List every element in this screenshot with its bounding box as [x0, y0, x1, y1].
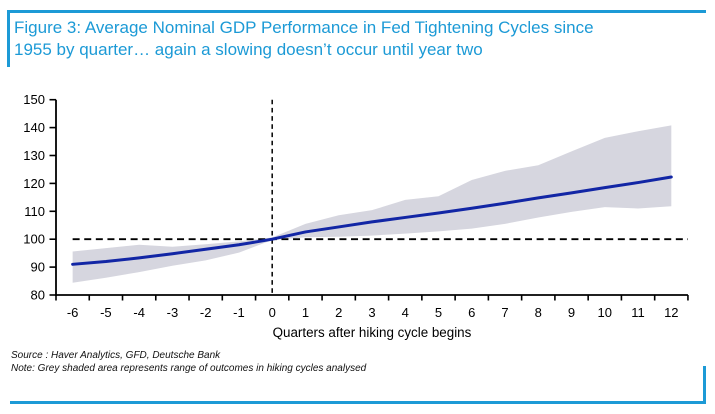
x-axis-label: 9 [568, 305, 575, 320]
grey-area-note: Note: Grey shaded area represents range … [11, 363, 367, 374]
y-axis-label: 110 [24, 204, 45, 219]
y-axis-label: 100 [23, 232, 45, 247]
y-axis-label: 120 [23, 176, 45, 191]
figure-title-line1: Figure 3: Average Nominal GDP Performanc… [14, 18, 594, 37]
x-axis-label: 10 [598, 305, 612, 320]
y-axis-label: 90 [31, 260, 45, 275]
x-axis-label: 11 [631, 305, 645, 320]
x-axis-label: -4 [133, 305, 145, 320]
x-axis-label: -6 [67, 305, 79, 320]
panel-left-border [7, 10, 10, 67]
x-axis-label: 1 [302, 305, 309, 320]
y-axis-label: 150 [23, 92, 45, 107]
y-axis-label: 140 [23, 120, 45, 135]
x-axis-label: 3 [368, 305, 375, 320]
x-axis-label: -1 [233, 305, 245, 320]
y-axis-label: 130 [23, 148, 45, 163]
average-gdp-line [71, 175, 673, 266]
x-axis-label: -2 [200, 305, 212, 320]
panel-right-border [703, 366, 706, 404]
source-note: Source : Haver Analytics, GFD, Deutsche … [11, 350, 221, 361]
x-axis-label: -3 [167, 305, 179, 320]
x-axis-title: Quarters after hiking cycle begins [273, 325, 472, 340]
x-axis-label: 0 [269, 305, 276, 320]
figure-title: Figure 3: Average Nominal GDP Performanc… [14, 17, 704, 61]
outcome-range-band [72, 125, 672, 283]
x-axis-label: 8 [535, 305, 542, 320]
x-axis-label: 7 [501, 305, 508, 320]
panel-bottom-border [10, 401, 706, 404]
x-axis-label: -5 [100, 305, 112, 320]
x-axis-label: 2 [335, 305, 342, 320]
panel-top-border [7, 10, 706, 13]
x-axis-label: 5 [435, 305, 442, 320]
y-axis-label: 80 [31, 288, 45, 303]
chart-footnotes: Source : Haver Analytics, GFD, Deutsche … [11, 349, 366, 375]
x-axis-label: 12 [664, 305, 678, 320]
figure-title-line2: 1955 by quarter… again a slowing doesn’t… [14, 40, 483, 59]
x-axis-label: 6 [468, 305, 475, 320]
x-axis-label: 4 [402, 305, 409, 320]
